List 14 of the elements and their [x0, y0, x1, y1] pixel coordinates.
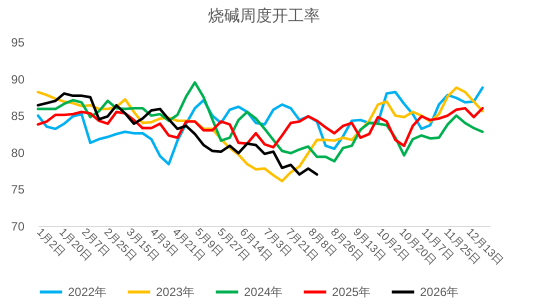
y-tick-label: 90 — [11, 72, 25, 86]
legend-label: 2022年 — [68, 285, 107, 299]
y-tick-label: 85 — [11, 109, 25, 124]
y-tick-label: 80 — [11, 146, 25, 160]
line-series — [36, 106, 484, 149]
legend-label: 2026年 — [420, 285, 459, 299]
legend-label: 2023年 — [156, 285, 195, 299]
line-series — [36, 92, 318, 176]
legend-label: 2024年 — [244, 285, 283, 299]
y-tick-label: 95 — [11, 36, 25, 50]
legend-label: 2025年 — [332, 285, 371, 299]
chart-title: 烧碱周度开工率 — [208, 7, 320, 25]
y-tick-label: 70 — [11, 220, 25, 234]
y-tick-label: 75 — [11, 182, 25, 197]
